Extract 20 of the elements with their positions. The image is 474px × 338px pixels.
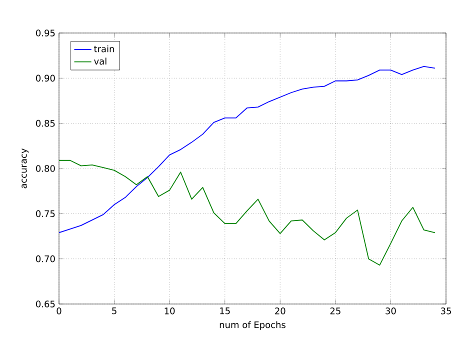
y-tick-label: 0.75 bbox=[36, 210, 55, 218]
x-axis-title: num of Epochs bbox=[220, 321, 286, 330]
x-tick-label: 15 bbox=[220, 308, 230, 314]
y-axis-title: accuracy bbox=[22, 148, 29, 188]
y-tick-label: 0.65 bbox=[36, 300, 55, 308]
x-tick-label: 20 bbox=[275, 308, 286, 314]
y-tick-label: 0.70 bbox=[36, 255, 55, 262]
y-tick-label: 0.85 bbox=[36, 120, 55, 127]
legend-label: train bbox=[94, 45, 114, 52]
y-tick-label: 0.80 bbox=[36, 165, 55, 172]
x-tick-label: 25 bbox=[330, 308, 340, 314]
y-tick-label: 0.95 bbox=[36, 30, 55, 36]
x-tick-label: 10 bbox=[164, 308, 175, 314]
line-series bbox=[59, 160, 436, 266]
x-tick-label: 0 bbox=[56, 308, 62, 314]
y-tick-label: 0.90 bbox=[36, 74, 55, 82]
x-tick-label: 5 bbox=[112, 308, 116, 314]
x-tick-label: 30 bbox=[386, 308, 396, 314]
legend-label: val bbox=[94, 58, 106, 65]
x-tick-label: 35 bbox=[440, 308, 451, 314]
